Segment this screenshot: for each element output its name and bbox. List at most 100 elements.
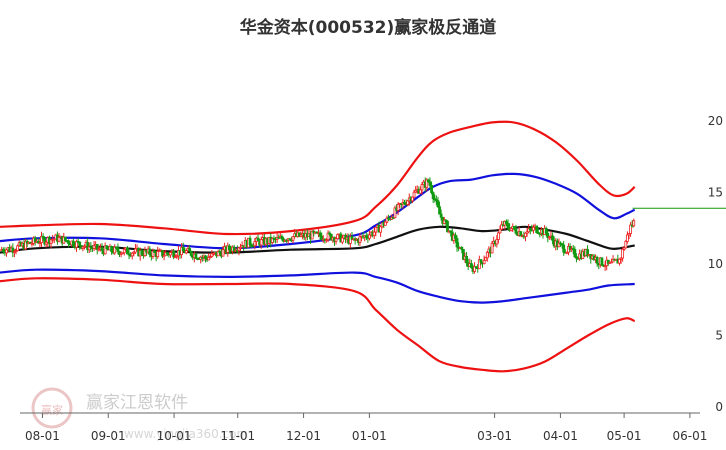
candle [374,226,378,237]
candle [469,259,473,269]
candle [430,181,433,195]
candle [126,246,129,255]
candle [110,245,113,255]
candle [506,219,510,231]
chart-title: 华金资本(000532)赢家极反通道 [240,17,497,38]
candle [49,239,53,249]
candle [479,258,483,266]
candle [393,205,397,219]
x-tick-label: 12-01 [286,429,321,443]
inner-lower-line [0,268,635,304]
outer-upper-line [0,120,636,236]
candle [406,199,410,207]
candle [13,249,16,258]
candle [551,232,554,245]
candle [121,252,125,255]
candle [425,178,429,192]
candle [385,215,389,224]
candle [208,254,212,259]
candle [575,253,578,263]
candle [611,255,615,263]
candle [334,236,338,245]
candle [412,189,416,199]
candle [71,238,75,249]
watermark-name: 赢家江恩软件 [86,393,188,413]
candle [525,227,529,237]
candle [188,244,191,252]
candle [341,234,344,245]
x-tick-label: 04-01 [543,429,578,443]
candle [256,234,260,241]
candle [33,235,37,246]
candle [329,233,333,241]
candle [509,228,513,232]
candle [169,251,172,258]
candle [270,237,274,245]
candle [568,243,572,253]
candle [624,239,628,249]
candle [87,242,91,254]
candle [291,236,295,244]
candle [43,236,47,246]
candle [368,230,371,241]
y-tick-label: 20 [708,114,723,128]
candle [210,250,214,258]
candle [629,221,632,237]
candle [477,255,481,270]
candle [207,253,211,261]
x-tick-label: 05-01 [607,429,642,443]
candle [372,227,376,240]
candle [328,231,332,236]
candle [485,250,489,262]
candle [11,243,15,258]
x-tick-label: 01-01 [352,429,387,443]
candle [632,218,636,228]
candle [619,257,623,264]
candle [204,254,207,263]
candle [67,239,70,248]
candle [105,245,109,250]
candle [100,243,104,254]
candle [560,242,564,249]
candle [227,244,231,254]
candle [122,246,126,256]
candle [434,195,438,206]
candle [565,251,569,255]
candle [586,245,589,258]
x-tick-label: 11-01 [220,429,255,443]
candle [627,233,631,240]
y-tick-label: 15 [708,186,723,200]
candle [132,250,136,257]
candle [426,178,430,183]
x-tick-label: 10-01 [157,429,192,443]
candle [455,235,459,252]
candle [544,226,548,237]
candle [428,177,432,189]
candle [189,250,193,258]
candle [454,232,457,243]
candle [625,231,629,244]
candle [181,242,185,252]
candle [504,219,508,227]
candle [519,230,523,237]
candle [216,249,220,257]
candle [473,262,476,274]
candle [95,243,99,255]
candle [44,240,48,248]
candle [41,233,45,241]
candle [414,186,418,193]
candle [156,246,160,259]
candle [173,253,177,259]
candle [299,231,303,238]
candle [436,196,440,208]
candle [14,248,18,255]
candle [16,244,20,252]
candle [153,249,156,253]
candle [446,220,449,233]
x-tick-label: 09-01 [91,429,126,443]
candle [527,223,531,233]
candle [562,241,566,256]
candle [52,238,56,244]
candle [442,217,446,225]
x-axis: 08-01 09-01 10-01 11-01 12-01 01-01 03-01 04-01… [20,412,707,443]
